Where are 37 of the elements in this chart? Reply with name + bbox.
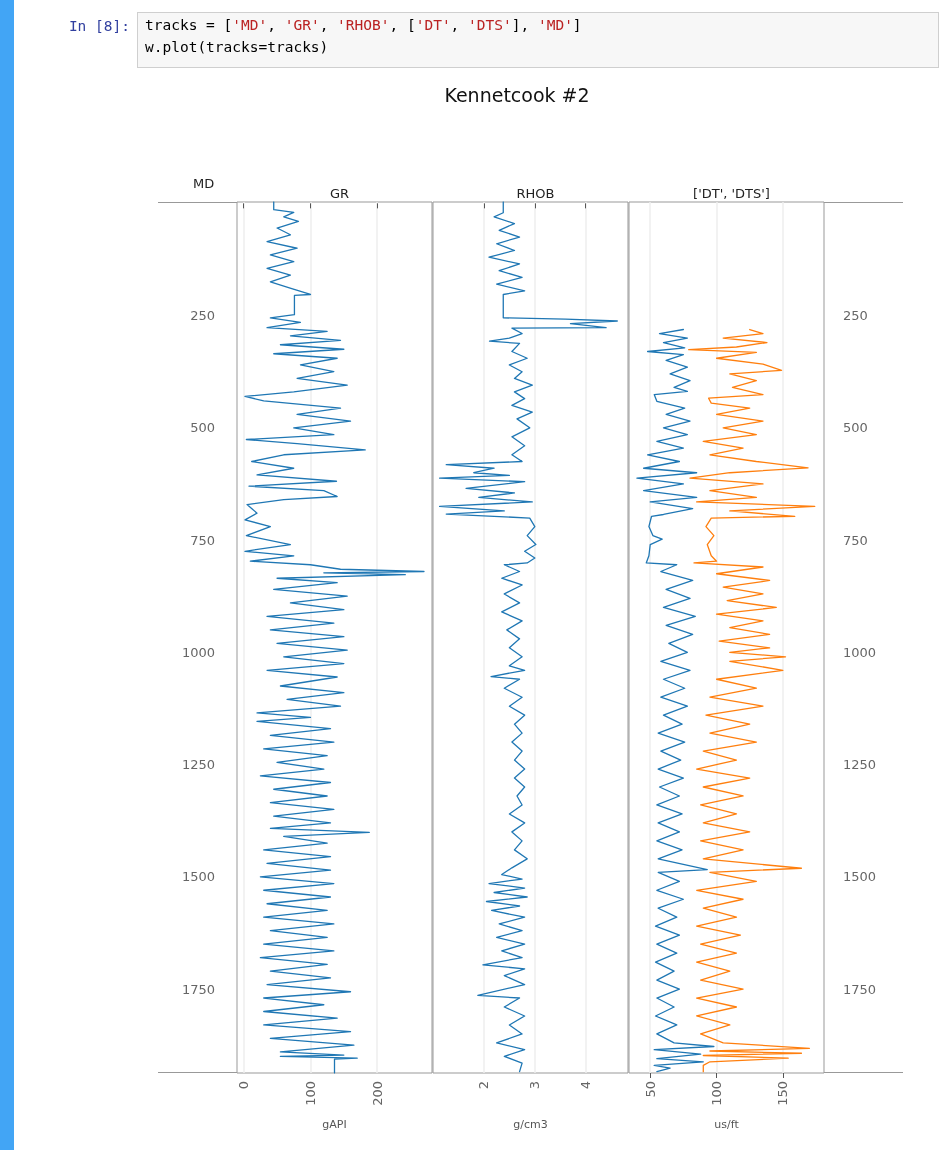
y2-tick-label: 750 [843, 532, 868, 548]
y2-tick-label: 1250 [843, 757, 877, 773]
line-series [636, 328, 715, 1073]
y-tick-label: 1000 [181, 644, 215, 660]
y2-tick-label: 500 [843, 420, 868, 436]
line-series [688, 328, 816, 1073]
x-axis-title: gAPI [322, 1118, 347, 1131]
x-tick-label: 100 [302, 1081, 318, 1106]
chart-title: ['DT', 'DTS'] [693, 186, 770, 201]
y2-tick-label: 1500 [843, 869, 877, 885]
chart-title: GR [329, 186, 350, 201]
x-tick-label: 100 [709, 1081, 725, 1106]
y2-tick-label: 250 [843, 308, 868, 324]
x-tick-label: 50 [642, 1081, 658, 1098]
x-axis-title: us/ft [714, 1118, 740, 1131]
x-tick-label: 0 [236, 1081, 252, 1090]
chart-title: RHOB [516, 186, 555, 201]
x-tick-label: 2 [476, 1081, 492, 1090]
y-axis-title: MD [193, 176, 215, 191]
line-series [244, 201, 425, 1074]
y-tick-label: 1500 [181, 869, 215, 885]
y-tick-label: 1250 [181, 757, 215, 773]
x-tick-label: 3 [527, 1081, 543, 1090]
text: In [8]: [67, 18, 130, 34]
x-tick-label: 150 [775, 1081, 791, 1106]
x-tick-label: 4 [578, 1081, 594, 1090]
text: tracks = ['MD', 'GR', 'RHOB', ['DT', 'DTS'], 'MD'] [145, 17, 582, 33]
text: w.plot(tracks=tracks) [145, 39, 330, 55]
x-tick-label: 200 [369, 1081, 385, 1106]
y-tick-label: 1750 [181, 981, 215, 997]
y-tick-label: 750 [190, 532, 215, 548]
y-tick-label: 500 [190, 420, 215, 436]
y2-tick-label: 1750 [843, 981, 877, 997]
text: Kennetcook #2 [443, 84, 591, 106]
y-tick-label: 250 [190, 308, 215, 324]
x-axis-title: g/cm3 [513, 1118, 548, 1131]
y2-tick-label: 1000 [843, 644, 877, 660]
